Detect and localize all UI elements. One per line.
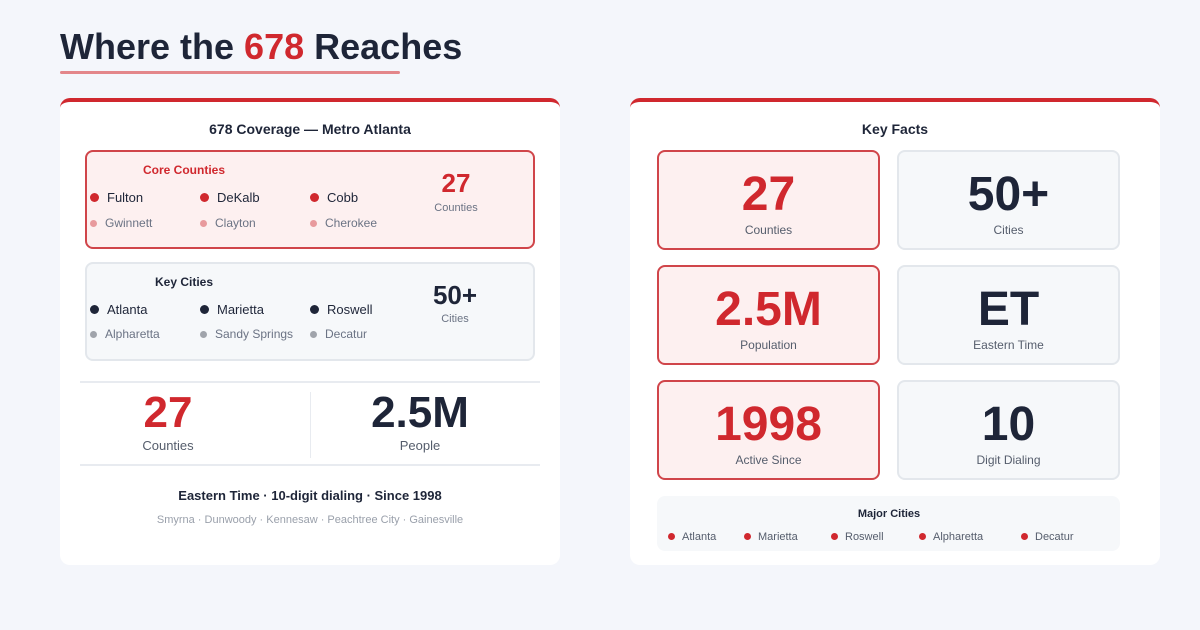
city-name: Marietta bbox=[217, 302, 264, 317]
fact-value: ET bbox=[977, 283, 1040, 336]
divider bbox=[80, 381, 540, 383]
fact-label: Population bbox=[740, 338, 797, 352]
box-title: Core Counties bbox=[143, 163, 226, 177]
city-name: Marietta bbox=[758, 531, 798, 543]
county-name: Fulton bbox=[107, 190, 144, 205]
stat-value: 27 bbox=[143, 388, 193, 437]
major-city: Roswell bbox=[831, 531, 884, 543]
box-stat: 50+ bbox=[432, 280, 478, 310]
county-name: Cherokee bbox=[325, 216, 378, 230]
fact-label: Eastern Time bbox=[973, 338, 1044, 352]
fact-card bbox=[897, 265, 1120, 365]
fact-card bbox=[657, 265, 880, 365]
fact-card bbox=[897, 380, 1120, 480]
page-title: Where the 678 Reaches bbox=[60, 26, 462, 68]
stat-label: Counties bbox=[142, 438, 194, 453]
fact-card bbox=[657, 380, 880, 480]
city-name: Alpharetta bbox=[933, 531, 984, 543]
city-name: Atlanta bbox=[107, 302, 148, 317]
county-name: Cobb bbox=[327, 190, 359, 205]
panel-title: Key Facts bbox=[861, 121, 929, 137]
major-city: Marietta bbox=[744, 531, 798, 543]
fact-value: 50+ bbox=[967, 168, 1050, 221]
box-title: Major Cities bbox=[857, 508, 921, 520]
county: Clayton bbox=[200, 216, 256, 230]
county-name: Gwinnett bbox=[105, 216, 153, 230]
stat-value: 2.5M bbox=[371, 388, 469, 437]
stat-label: People bbox=[399, 438, 441, 453]
panel-title: 678 Coverage — Metro Atlanta bbox=[209, 121, 411, 137]
major-city: Atlanta bbox=[668, 531, 716, 543]
city-name: Roswell bbox=[845, 531, 884, 543]
title-text: Where the bbox=[60, 26, 235, 67]
county: Cherokee bbox=[310, 216, 377, 230]
county: Fulton bbox=[90, 190, 143, 205]
county-name: Clayton bbox=[215, 216, 256, 230]
city-name: Roswell bbox=[327, 302, 373, 317]
county-name: DeKalb bbox=[217, 190, 260, 205]
fact-label: Counties bbox=[744, 223, 793, 237]
city-name: Atlanta bbox=[682, 531, 717, 543]
divider bbox=[310, 392, 311, 458]
fact-value: 27 bbox=[741, 168, 796, 221]
city: Marietta bbox=[200, 302, 264, 317]
county: Cobb bbox=[310, 190, 358, 205]
major-city: Alpharetta bbox=[919, 531, 983, 543]
box-title: Key Cities bbox=[155, 275, 214, 289]
major-city: Decatur bbox=[1021, 531, 1074, 543]
fact-value: 10 bbox=[981, 398, 1036, 451]
divider bbox=[80, 464, 540, 466]
fact-value: 1998 bbox=[715, 398, 822, 451]
city-name: Sandy Springs bbox=[215, 327, 294, 341]
city: Atlanta bbox=[90, 302, 147, 317]
box-stat: 27 bbox=[441, 168, 471, 198]
title-underline bbox=[60, 71, 400, 74]
more-places: Smyrna · Dunwoody · Kennesaw · Peachtree… bbox=[156, 514, 464, 526]
city-name: Decatur bbox=[325, 327, 368, 341]
city-name: Decatur bbox=[1035, 531, 1074, 543]
major-cities-box bbox=[657, 496, 1120, 551]
city: Alpharetta bbox=[90, 327, 160, 341]
city: Decatur bbox=[310, 327, 367, 341]
city: Sandy Springs bbox=[200, 327, 293, 341]
box-stat-label: Cities bbox=[441, 313, 469, 325]
county: Gwinnett bbox=[90, 216, 152, 230]
fact-label: Cities bbox=[993, 223, 1024, 237]
fact-label: Digit Dialing bbox=[976, 453, 1041, 467]
title-text: Reaches bbox=[314, 26, 463, 67]
fact-label: Active Since bbox=[735, 453, 802, 467]
city: Roswell bbox=[310, 302, 373, 317]
tagline: Eastern Time · 10-digit dialing · Since … bbox=[178, 488, 442, 503]
county: DeKalb bbox=[200, 190, 260, 205]
fact-card bbox=[897, 150, 1120, 250]
title-highlight: 678 bbox=[244, 26, 305, 67]
city-name: Alpharetta bbox=[105, 327, 160, 341]
fact-card bbox=[657, 150, 880, 250]
fact-value: 2.5M bbox=[715, 283, 822, 336]
box-stat-label: Counties bbox=[434, 202, 478, 214]
